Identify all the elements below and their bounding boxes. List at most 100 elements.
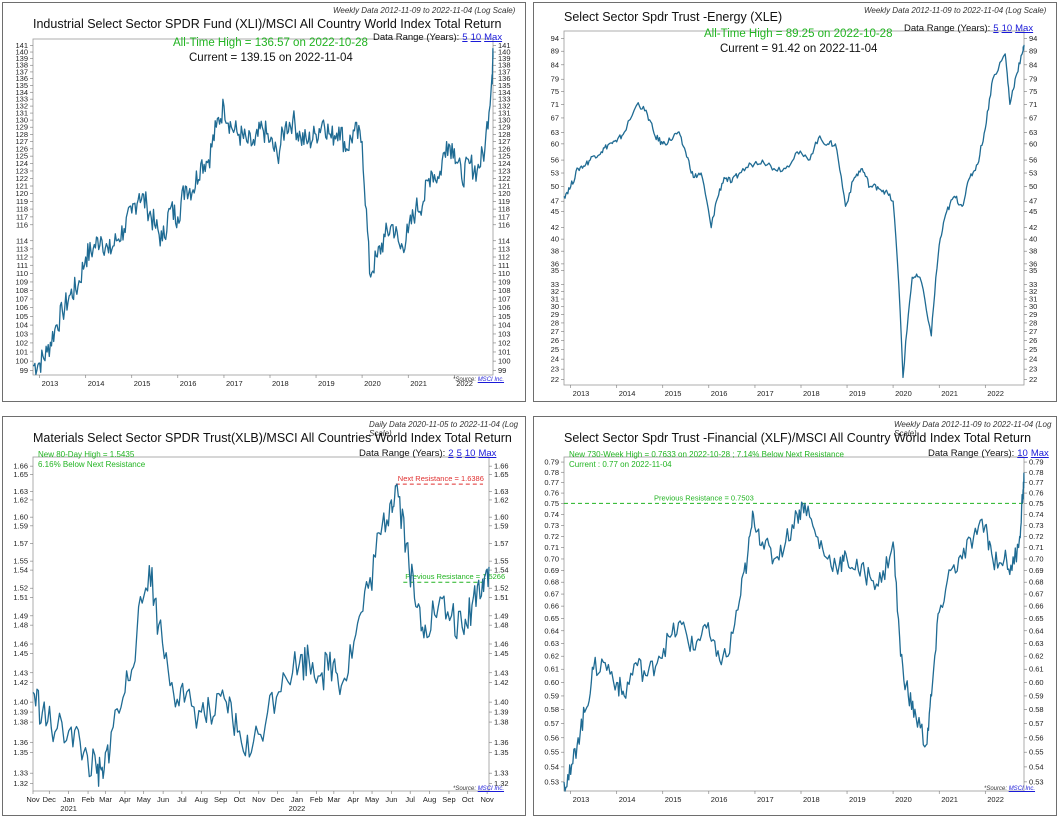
- y-tick-label-right: 128: [498, 130, 511, 139]
- y-tick-label-right: 36: [1029, 259, 1037, 268]
- range-link-2[interactable]: 2: [448, 448, 454, 459]
- y-tick-label-right: 0.69: [1029, 566, 1044, 575]
- y-tick-label-right: 1.48: [494, 621, 509, 630]
- range-link-10[interactable]: 10: [464, 448, 476, 459]
- y-tick-label-right: 107: [498, 294, 511, 303]
- y-tick-label-left: 47: [551, 197, 559, 206]
- x-tick-label: 2020: [895, 795, 912, 804]
- y-tick-label-left: 30: [551, 302, 559, 311]
- x-tick-label: 2016: [711, 389, 728, 398]
- range-link-5[interactable]: 5: [993, 23, 999, 34]
- y-tick-label-right: 94: [1029, 34, 1037, 43]
- range-link-10[interactable]: 10: [1017, 448, 1028, 459]
- x-tick-label: 2018: [803, 795, 820, 804]
- y-tick-label-left: 29: [551, 310, 559, 319]
- x-tick-label: Apr: [119, 795, 131, 804]
- x-tick-label: 2019: [849, 389, 866, 398]
- x-tick-label: 2018: [272, 379, 289, 388]
- source-link[interactable]: MSCI Inc.: [477, 786, 505, 792]
- y-tick-label-left: 40: [551, 235, 559, 244]
- range-link-10[interactable]: 10: [470, 32, 482, 43]
- y-tick-label-left: 124: [15, 159, 28, 168]
- y-tick-label-right: 121: [498, 182, 511, 191]
- series-line: [32, 483, 490, 787]
- y-tick-label-left: 133: [15, 95, 28, 104]
- y-tick-label-left: 109: [15, 277, 28, 286]
- plot-frame: [563, 30, 1025, 386]
- y-tick-label-left: 123: [15, 166, 28, 175]
- range-link-10[interactable]: 10: [1001, 23, 1013, 34]
- y-tick-label-left: 0.54: [544, 762, 559, 771]
- source-prefix: *Source:: [453, 786, 477, 792]
- y-tick-label-left: 1.46: [13, 639, 28, 648]
- y-tick-label-right: 67: [1029, 113, 1037, 122]
- y-tick-label-right: 0.55: [1029, 748, 1044, 757]
- x-tick-label: 2014: [619, 389, 636, 398]
- y-tick-label-right: 125: [498, 152, 511, 161]
- y-tick-label-left: 138: [15, 61, 28, 70]
- y-tick-label-right: 42: [1029, 223, 1037, 232]
- chart-xlf-svg: 0.53 0.53 0.54 0.54 0.55 0.55 0.56 0.56 0.57 0.57…: [544, 456, 1044, 804]
- y-tick-label-left: 127: [15, 137, 28, 146]
- y-tick-label-right: 71: [1029, 100, 1037, 109]
- y-tick-label-left: 35: [551, 266, 559, 275]
- y-tick-label-left: 119: [16, 197, 28, 206]
- x-tick-label: 2016: [711, 795, 728, 804]
- y-tick-label-right: 60: [1029, 139, 1037, 148]
- y-tick-label-left: 67: [551, 113, 559, 122]
- range-link-max[interactable]: Max: [1015, 23, 1034, 34]
- resistance-label: Previous Resistance = 1.5266: [405, 572, 505, 581]
- y-tick-label-left: 56: [551, 156, 559, 165]
- y-tick-label-left: 106: [15, 303, 28, 312]
- y-tick-label-right: 120: [498, 189, 511, 198]
- y-tick-label-left: 1.36: [13, 738, 28, 747]
- y-tick-label-right: 127: [498, 137, 511, 146]
- y-tick-label-right: 1.35: [494, 748, 509, 757]
- y-tick-label-right: 0.78: [1029, 468, 1044, 477]
- data-range-selector: Data Range (Years): 5 10 Max: [904, 23, 1033, 34]
- y-tick-label-left: 23: [551, 365, 559, 374]
- x-tick-label: Dec: [43, 795, 57, 804]
- y-tick-label-left: 104: [15, 321, 28, 330]
- y-tick-label-right: 1.59: [494, 521, 509, 530]
- source-link[interactable]: MSCI Inc.: [477, 377, 505, 383]
- chart-meta: Weekly Data 2012-11-09 to 2022-11-04 (Lo…: [333, 6, 516, 15]
- data-range-selector: Data Range (Years): 2 5 10 Max: [359, 448, 496, 459]
- y-tick-label-right: 0.70: [1029, 554, 1044, 563]
- x-tick-label: Nov: [26, 795, 40, 804]
- chart-meta: Daily Data 2020-11-05 to 2022-11-04 (Log…: [369, 420, 519, 438]
- y-tick-label-right: 105: [498, 312, 511, 321]
- y-tick-label-right: 26: [1029, 336, 1037, 345]
- y-tick-label-right: 40: [1029, 235, 1037, 244]
- y-tick-label-right: 124: [498, 159, 511, 168]
- range-link-max[interactable]: Max: [1030, 448, 1049, 459]
- range-link-5[interactable]: 5: [462, 32, 468, 43]
- y-tick-label-right: 123: [498, 166, 511, 175]
- y-tick-label-right: 0.53: [1029, 777, 1044, 786]
- y-tick-label-right: 0.67: [1029, 590, 1044, 599]
- y-tick-label-right: 0.65: [1029, 614, 1044, 623]
- y-tick-label-right: 84: [1029, 60, 1037, 69]
- range-link-max[interactable]: Max: [478, 448, 497, 459]
- y-tick-label-right: 50: [1029, 182, 1037, 191]
- x-tick-label: Apr: [347, 795, 359, 804]
- y-tick-label-left: 1.54: [13, 566, 28, 575]
- series-line: [32, 48, 494, 376]
- y-tick-label-left: 1.49: [13, 611, 28, 620]
- x-tick-label: Oct: [462, 795, 475, 804]
- y-tick-label-left: 0.73: [544, 521, 559, 530]
- x-tick-label: Jul: [405, 795, 415, 804]
- range-link-5[interactable]: 5: [456, 448, 462, 459]
- y-tick-label-left: 33: [551, 280, 559, 289]
- chart-meta: Weekly Data 2012-11-09 to 2022-11-04 (Lo…: [894, 420, 1052, 438]
- y-tick-label-right: 106: [498, 303, 511, 312]
- y-tick-label-left: 126: [15, 144, 28, 153]
- y-tick-label-right: 135: [498, 81, 511, 90]
- range-link-max[interactable]: Max: [484, 32, 503, 43]
- y-tick-label-left: 107: [15, 294, 28, 303]
- y-tick-label-left: 0.75: [544, 499, 559, 508]
- y-tick-label-left: 1.39: [13, 708, 28, 717]
- source-link[interactable]: MSCI Inc.: [1008, 786, 1036, 792]
- y-tick-label-left: 129: [15, 123, 28, 132]
